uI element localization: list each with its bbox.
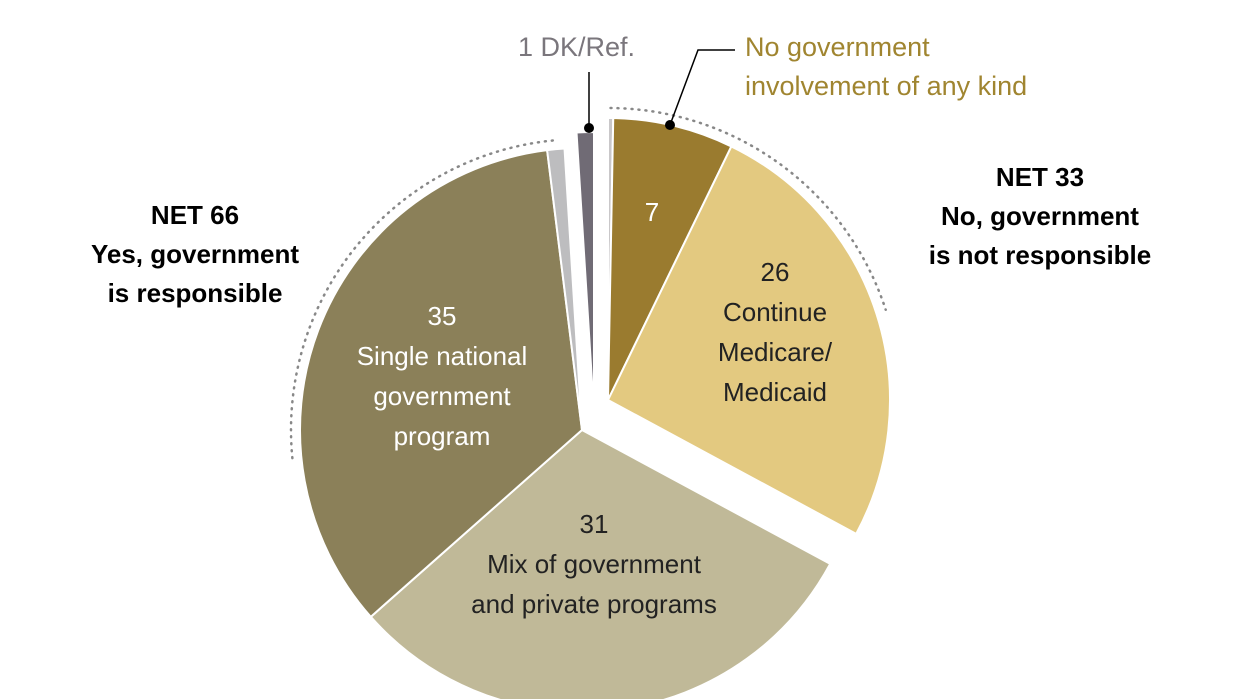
medicare-text2: Medicare/ <box>717 337 833 367</box>
no-gov-leader-line <box>669 49 735 126</box>
pie-slice-dk <box>575 130 595 415</box>
pie-slice-yes_other <box>545 147 583 431</box>
dk-callout: 1 DK/Ref. <box>518 32 636 62</box>
pie-slice-medicare <box>606 145 891 536</box>
single-value: 35 <box>427 301 457 331</box>
net-no-line1: No, government <box>941 201 1139 231</box>
mix-value: 31 <box>579 509 609 539</box>
net-yes-value: NET 66 <box>150 200 240 230</box>
net-no-label: NET 33 No, government is not responsible <box>890 158 1190 275</box>
single-text3: program <box>393 421 491 451</box>
no-gov-callout-line1: No government <box>745 32 930 62</box>
net-yes-line2: is responsible <box>107 278 283 308</box>
net-no-dotted-arc <box>609 106 887 312</box>
no-gov-leader-dot <box>665 120 675 130</box>
no-gov-callout: No government involvement of any kind <box>745 28 1027 106</box>
pie-slice-mix <box>369 428 832 699</box>
dk-leader-dot <box>584 123 594 133</box>
medicare-label: 26 Continue Medicare/ Medicaid <box>690 252 860 412</box>
single-text2: government <box>373 381 511 411</box>
single-text1: Single national <box>356 341 528 371</box>
mix-text1: Mix of government <box>487 549 701 579</box>
pie-slice-single <box>299 149 584 619</box>
net-yes-dotted-arc <box>289 138 558 460</box>
net-yes-line1: Yes, government <box>90 239 300 269</box>
net-yes-label: NET 66 Yes, government is responsible <box>50 196 340 313</box>
no-gov-callout-line2: involvement of any kind <box>745 71 1028 101</box>
single-label: 35 Single national government program <box>322 296 562 456</box>
medicare-value: 26 <box>760 257 790 287</box>
medicare-text3: Medicaid <box>722 377 828 407</box>
mix-text2: and private programs <box>471 589 717 619</box>
net-no-line2: is not responsible <box>928 240 1152 270</box>
no-gov-value-label: 7 <box>644 197 660 227</box>
mix-label: 31 Mix of government and private program… <box>434 504 754 624</box>
medicare-text1: Continue <box>722 297 828 327</box>
net-no-value: NET 33 <box>995 162 1085 192</box>
